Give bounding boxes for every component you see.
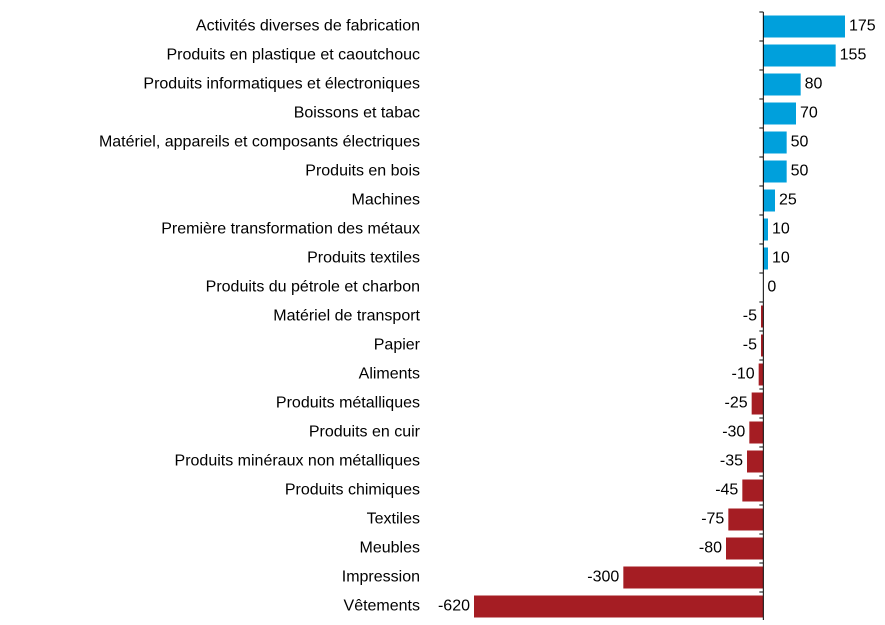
value-label: 80 <box>805 76 823 93</box>
bar <box>763 44 836 67</box>
category-label: Première transformation des métaux <box>161 221 420 238</box>
category-label: Meubles <box>360 540 420 557</box>
value-label: -35 <box>720 453 743 470</box>
bar <box>763 247 768 270</box>
value-label: 175 <box>849 18 876 35</box>
value-label: -5 <box>743 308 757 325</box>
category-label: Produits métalliques <box>276 395 420 412</box>
bar <box>747 450 764 473</box>
category-label: Boissons et tabac <box>294 105 420 122</box>
category-label: Produits informatiques et électroniques <box>143 76 420 93</box>
value-label: 10 <box>772 221 790 238</box>
value-label: -10 <box>732 366 755 383</box>
bar <box>761 334 764 357</box>
value-label: 10 <box>772 250 790 267</box>
category-label: Machines <box>352 192 420 209</box>
value-label: -45 <box>715 482 738 499</box>
bar <box>749 421 764 444</box>
category-label: Matériel de transport <box>273 308 420 325</box>
bar <box>742 479 764 502</box>
category-label: Activités diverses de fabrication <box>196 18 420 35</box>
category-label: Produits textiles <box>307 250 420 267</box>
category-label: Impression <box>342 569 420 586</box>
category-label: Matériel, appareils et composants électr… <box>99 134 420 151</box>
bar <box>751 392 764 415</box>
category-label: Produits minéraux non métalliques <box>175 453 420 470</box>
bar <box>763 102 796 125</box>
bar <box>758 363 764 386</box>
category-label: Produits en bois <box>305 163 420 180</box>
value-label: -30 <box>722 424 745 441</box>
bar <box>763 160 787 183</box>
category-label: Vêtements <box>344 598 420 615</box>
value-label: 50 <box>791 134 809 151</box>
category-label: Produits en cuir <box>309 424 421 441</box>
value-label: 70 <box>800 105 818 122</box>
bar <box>474 595 764 618</box>
value-label: 50 <box>791 163 809 180</box>
bar <box>761 305 764 328</box>
value-label: 155 <box>840 47 867 64</box>
category-label: Papier <box>374 337 421 354</box>
value-label: -300 <box>587 569 619 586</box>
value-label: 0 <box>767 279 776 296</box>
bar <box>763 73 801 96</box>
value-label: -75 <box>701 511 724 528</box>
category-label: Textiles <box>367 511 420 528</box>
category-label: Aliments <box>359 366 420 383</box>
bar <box>726 537 764 560</box>
category-label: Produits chimiques <box>285 482 420 499</box>
value-label: -620 <box>438 598 470 615</box>
category-label: Produits du pétrole et charbon <box>206 279 420 296</box>
value-label: -5 <box>743 337 757 354</box>
bar <box>763 15 845 38</box>
value-label: 25 <box>779 192 797 209</box>
value-label: -25 <box>725 395 748 412</box>
bar <box>763 189 775 212</box>
bar <box>763 218 768 241</box>
category-label: Produits en plastique et caoutchouc <box>167 47 421 64</box>
bar <box>728 508 764 531</box>
bar <box>763 131 787 154</box>
bar <box>623 566 764 589</box>
value-label: -80 <box>699 540 722 557</box>
